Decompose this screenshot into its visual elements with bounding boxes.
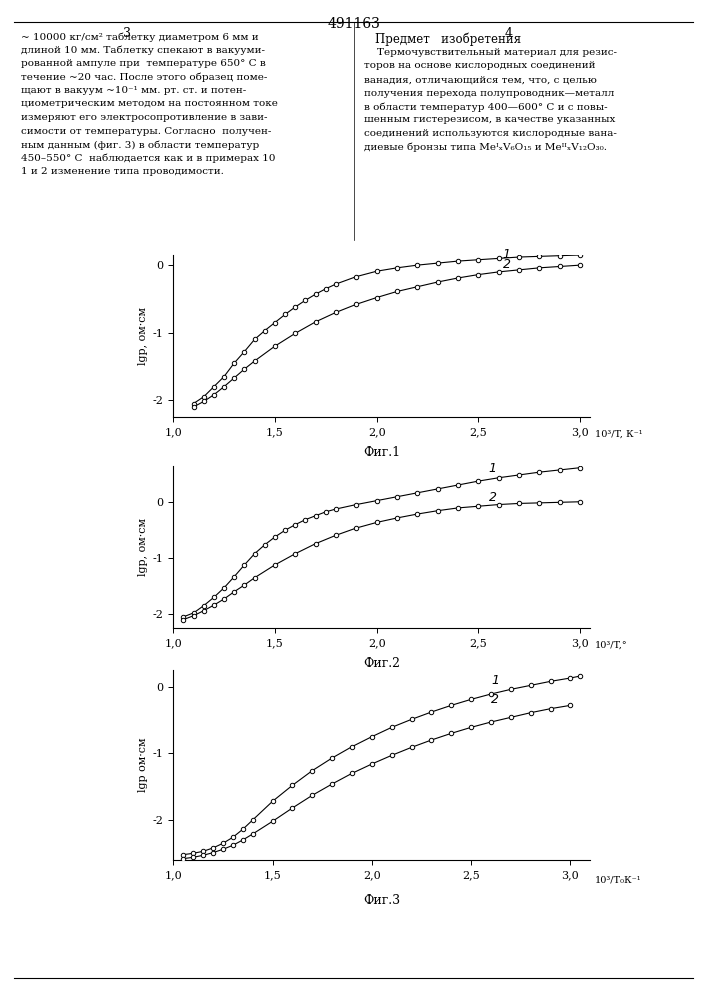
Text: симости от температуры. Согласно  получен-: симости от температуры. Согласно получен… bbox=[21, 126, 271, 135]
Text: соединений используются кислородные вана-: соединений используются кислородные вана… bbox=[364, 129, 617, 138]
Text: ~ 10000 кг/см² таблетку диаметром 6 мм и: ~ 10000 кг/см² таблетку диаметром 6 мм и bbox=[21, 32, 259, 41]
Text: получения перехода полупроводник—металл: получения перехода полупроводник—металл bbox=[364, 89, 614, 98]
Text: 10³/T,°: 10³/T,° bbox=[595, 641, 627, 650]
Text: диевые бронзы типа MeᴵₓV₆O₁₅ и MeᴵᴵₓV₁₂O₃₀.: диевые бронзы типа MeᴵₓV₆O₁₅ и MeᴵᴵₓV₁₂O… bbox=[364, 143, 607, 152]
Text: течение ~20 час. После этого образец поме-: течение ~20 час. После этого образец пом… bbox=[21, 73, 267, 82]
Text: 2: 2 bbox=[489, 491, 496, 504]
Text: ванадия, отличающийся тем, что, с целью: ванадия, отличающийся тем, что, с целью bbox=[364, 75, 597, 84]
Y-axis label: lgp ом·см: lgp ом·см bbox=[139, 738, 148, 792]
Text: шенным гистерезисом, в качестве указанных: шенным гистерезисом, в качестве указанны… bbox=[364, 115, 616, 124]
Text: 2: 2 bbox=[503, 258, 511, 271]
Text: 1: 1 bbox=[503, 248, 511, 261]
Text: длиной 10 мм. Таблетку спекают в вакууми-: длиной 10 мм. Таблетку спекают в вакууми… bbox=[21, 45, 265, 55]
Y-axis label: lgp, ом·см: lgp, ом·см bbox=[139, 307, 148, 365]
Text: 1: 1 bbox=[489, 462, 496, 475]
Text: Фиг.2: Фиг.2 bbox=[363, 657, 400, 670]
Text: 4: 4 bbox=[505, 27, 513, 40]
Text: в области температур 400—600° C и с повы-: в области температур 400—600° C и с повы… bbox=[364, 102, 608, 112]
Text: 10³/T₀К⁻¹: 10³/T₀К⁻¹ bbox=[595, 875, 641, 884]
Text: Предмет   изобретения: Предмет изобретения bbox=[375, 32, 521, 45]
Text: 10³/T, К⁻¹: 10³/T, К⁻¹ bbox=[595, 430, 642, 439]
Text: 491163: 491163 bbox=[327, 17, 380, 31]
Text: Фиг.1: Фиг.1 bbox=[363, 446, 400, 459]
Text: Термочувствительный материал для резис-: Термочувствительный материал для резис- bbox=[364, 48, 617, 57]
Text: рованной ампуле при  температуре 650° C в: рованной ампуле при температуре 650° C в bbox=[21, 59, 266, 68]
Text: Фиг.3: Фиг.3 bbox=[363, 894, 400, 907]
Text: циометрическим методом на постоянном токе: циометрическим методом на постоянном ток… bbox=[21, 100, 278, 108]
Y-axis label: lgp, ом·см: lgp, ом·см bbox=[139, 518, 148, 576]
Text: ным данным (фиг. 3) в области температур: ным данным (фиг. 3) в области температур bbox=[21, 140, 259, 149]
Text: 2: 2 bbox=[491, 693, 499, 706]
Text: 3: 3 bbox=[123, 27, 132, 40]
Text: 1 и 2 изменение типа проводимости.: 1 и 2 изменение типа проводимости. bbox=[21, 167, 224, 176]
Text: щают в вакуум ~10⁻¹ мм. рт. ст. и потен-: щают в вакуум ~10⁻¹ мм. рт. ст. и потен- bbox=[21, 86, 247, 95]
Text: измеряют его электросопротивление в зави-: измеряют его электросопротивление в зави… bbox=[21, 113, 268, 122]
Text: торов на основе кислородных соединений: торов на основе кислородных соединений bbox=[364, 62, 595, 70]
Text: 450–550° C  наблюдается как и в примерах 10: 450–550° C наблюдается как и в примерах … bbox=[21, 153, 276, 163]
Text: 1: 1 bbox=[491, 674, 499, 687]
